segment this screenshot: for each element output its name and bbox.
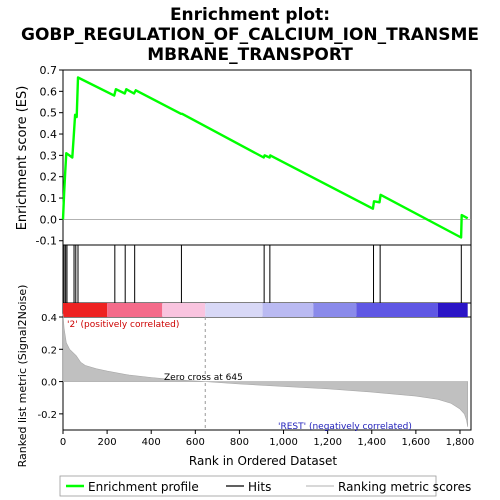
rank-x-tick-label: 200 — [98, 437, 117, 448]
es-y-tick-label: 0.2 — [40, 171, 58, 184]
hit-marks — [63, 245, 462, 303]
es-y-tick-label: 0.1 — [40, 192, 58, 205]
legend-label: Ranking metric scores — [338, 480, 471, 494]
rank-y-tick-label: 0.2 — [41, 345, 57, 356]
rank-x-tick-label: 0 — [60, 437, 66, 448]
rank-x-axis: 0 200 400 600 800 1,000 1,200 1,400 1,600 1,800 — [60, 430, 474, 448]
rank-y-axis: -0.2 0.0 0.2 0.4 — [37, 313, 63, 421]
rank-x-tick-label: 1,800 — [446, 437, 475, 448]
rank-x-tick-label: 1,000 — [269, 437, 298, 448]
legend-box — [59, 475, 437, 497]
es-y-tick-label: 0.4 — [40, 128, 58, 141]
color-bar-segment — [107, 303, 163, 317]
title-line-3: MBRANE_TRANSPORT — [147, 45, 353, 65]
es-y-tick-label: 0.5 — [40, 107, 58, 120]
es-y-tick-label: 0.7 — [40, 64, 58, 77]
color-bar-segment — [262, 303, 314, 317]
rank-x-tick-label: 400 — [142, 437, 161, 448]
rank-x-axis-label: Rank in Ordered Dataset — [189, 454, 337, 468]
hits-panel-frame — [62, 244, 472, 304]
color-bar-segment — [205, 303, 263, 317]
enrichment-profile-line — [61, 76, 469, 239]
color-bar — [63, 303, 468, 317]
es-y-tick-label: 0.0 — [40, 213, 58, 226]
color-bar-segment — [356, 303, 438, 317]
legend: Enrichment profile Hits Ranking metric sco… — [66, 480, 471, 494]
es-y-axis: -0.1 0.0 0.1 0.2 0.3 0.4 0.5 0.6 0.7 — [36, 64, 63, 248]
legend-label: Enrichment profile — [88, 480, 199, 494]
rank-x-tick-label: 1,200 — [313, 437, 342, 448]
enrichment-profile-series — [61, 76, 469, 239]
ranking-metric-area — [62, 313, 468, 430]
color-bar-segment — [437, 303, 468, 317]
chart-title: Enrichment plot: GOBP_REGULATION_OF_CALC… — [21, 5, 479, 65]
rank-x-tick-label: 1,400 — [357, 437, 386, 448]
negative-correlation-label: 'REST' (negatively correlated) — [278, 422, 412, 432]
rank-y-tick-label: 0.0 — [41, 378, 57, 389]
rank-y-axis-label: Ranked list metric (Signal2Noise) — [16, 285, 29, 468]
es-y-tick-label: 0.6 — [40, 85, 58, 98]
rank-x-tick-label: 1,600 — [402, 437, 431, 448]
es-y-tick-label: 0.3 — [40, 149, 58, 162]
color-bar-segment — [313, 303, 357, 317]
es-y-axis-label: Enrichment score (ES) — [15, 86, 30, 231]
rank-panel-frame — [62, 316, 472, 431]
es-y-tick-label: -0.1 — [36, 235, 57, 248]
color-bar-segment — [63, 303, 108, 317]
positive-correlation-label: '2' (positively correlated) — [67, 320, 179, 330]
color-bar-segment — [162, 303, 206, 317]
title-line-1: Enrichment plot: — [170, 5, 330, 25]
legend-label: Hits — [248, 480, 271, 494]
zero-cross-label: Zero cross at 645 — [164, 373, 243, 383]
rank-x-tick-label: 800 — [230, 437, 249, 448]
ranking-metric-fill — [62, 313, 468, 427]
rank-x-tick-label: 600 — [186, 437, 205, 448]
rank-y-tick-label: -0.2 — [37, 410, 57, 421]
title-line-2: GOBP_REGULATION_OF_CALCIUM_ION_TRANSME — [21, 25, 479, 45]
rank-y-tick-label: 0.4 — [41, 313, 57, 324]
